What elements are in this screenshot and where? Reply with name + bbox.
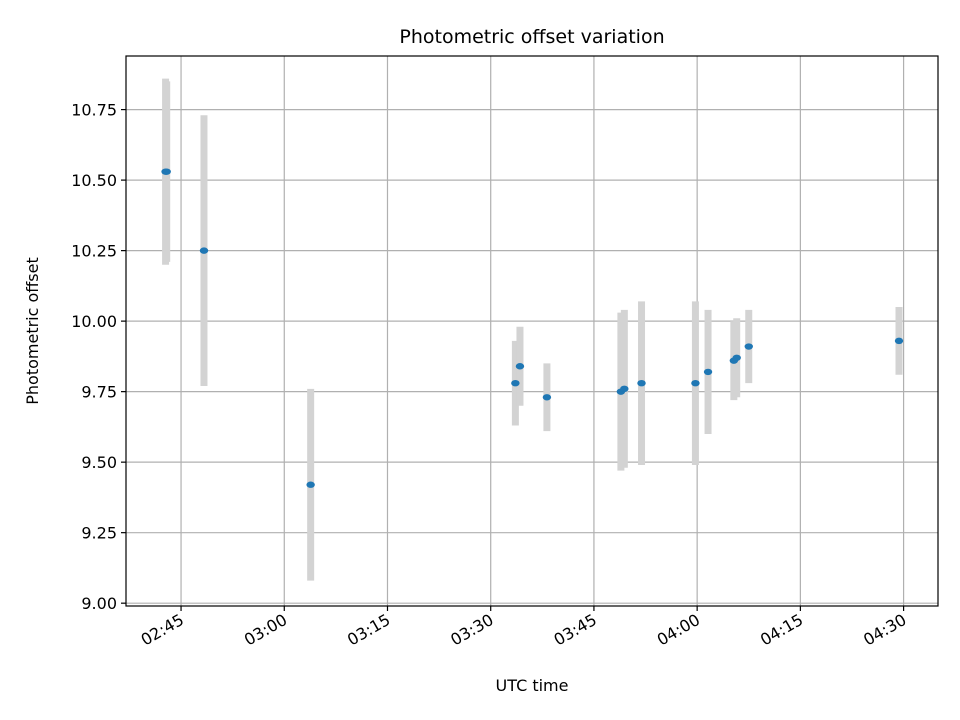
x-axis-label: UTC time: [496, 676, 569, 695]
y-tick-label: 10.50: [71, 171, 117, 190]
y-tick-label: 10.00: [71, 312, 117, 331]
data-point: [620, 385, 629, 393]
data-point: [894, 337, 904, 345]
y-tick-label: 9.75: [81, 383, 117, 402]
data-point: [637, 379, 646, 387]
data-point: [306, 481, 315, 488]
y-tick-label: 9.50: [81, 453, 117, 472]
y-axis-label: Photometric offset: [23, 257, 42, 405]
y-axis-ticks: 9.00 9.25 9.50 9.75 10.00 10.25 10.50 10.75: [71, 101, 126, 613]
chart-title: Photometric offset variation: [399, 26, 664, 48]
y-tick-label: 10.25: [71, 242, 117, 261]
data-point: [162, 168, 171, 175]
data-point: [732, 354, 741, 361]
data-point: [703, 368, 713, 376]
data-point: [744, 343, 753, 350]
plot-frame: [125, 55, 939, 607]
data-markers: [161, 168, 904, 488]
data-point: [542, 394, 552, 401]
data-point: [511, 379, 520, 387]
y-tick-label: 10.75: [71, 101, 117, 120]
data-point: [515, 363, 525, 370]
data-point: [199, 247, 209, 254]
data-point: [691, 379, 700, 387]
y-tick-label: 9.25: [81, 524, 117, 543]
y-tick-label: 9.00: [81, 594, 117, 613]
